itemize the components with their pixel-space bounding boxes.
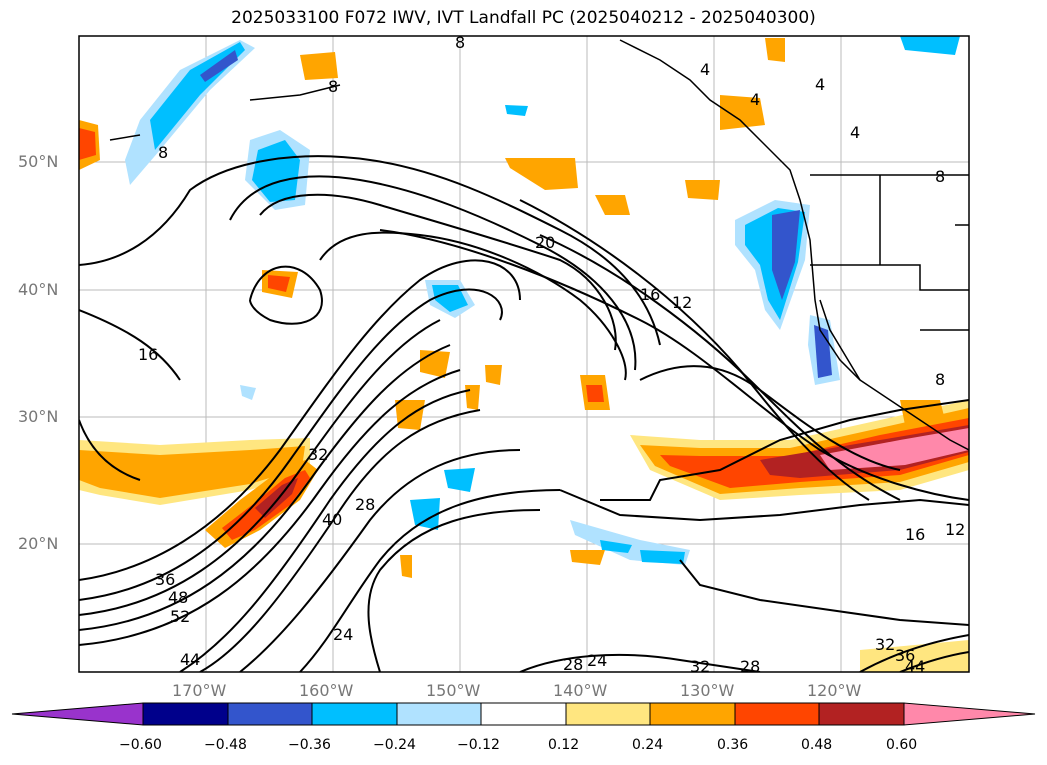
contour-label: 28 bbox=[740, 657, 760, 676]
colorbar-tick-label: 0.36 bbox=[717, 737, 749, 753]
colorbar-segment bbox=[565, 702, 651, 726]
colorbar-tick-label: −0.36 bbox=[288, 737, 331, 753]
lat-label: 30°N bbox=[18, 407, 59, 426]
coastlines bbox=[109, 39, 969, 451]
colorbar bbox=[11, 702, 1036, 726]
contour-label: 12 bbox=[672, 293, 692, 312]
colorbar-tick-label: −0.12 bbox=[457, 737, 500, 753]
contour-label: 32 bbox=[690, 657, 710, 676]
contour-label: 32 bbox=[308, 445, 328, 464]
colorbar-segment bbox=[818, 702, 905, 726]
contour-label: 20 bbox=[535, 233, 555, 252]
map-frame bbox=[78, 35, 970, 673]
lon-label: 120°W bbox=[807, 681, 862, 700]
contour-label: 12 bbox=[945, 520, 965, 539]
contour-label: 16 bbox=[640, 285, 660, 304]
contour-label: 4 bbox=[700, 60, 710, 79]
contour-label: 40 bbox=[322, 510, 342, 529]
colorbar-segment bbox=[227, 702, 313, 726]
map-title: 2025033100 F072 IWV, IVT Landfall PC (20… bbox=[231, 8, 816, 28]
colorbar-tick-label: −0.48 bbox=[204, 737, 247, 753]
contour-label: 8 bbox=[935, 370, 945, 389]
contour-label: 44 bbox=[180, 650, 200, 669]
contour-label: 52 bbox=[170, 607, 190, 626]
lon-label: 150°W bbox=[426, 681, 481, 700]
colorbar-segment bbox=[734, 702, 820, 726]
contour-label: 28 bbox=[355, 495, 375, 514]
lat-label: 50°N bbox=[18, 152, 59, 171]
lon-label: 130°W bbox=[680, 681, 735, 700]
contour-label: 36 bbox=[895, 646, 915, 665]
contour-label: 8 bbox=[935, 167, 945, 186]
contour-label: 32 bbox=[875, 635, 895, 654]
ivt-contours bbox=[79, 155, 969, 672]
contour-label: 8 bbox=[328, 77, 338, 96]
contour-label: 24 bbox=[333, 625, 353, 644]
contour-label: 28 bbox=[563, 655, 583, 674]
lat-label: 20°N bbox=[18, 534, 59, 553]
contour-label: 8 bbox=[455, 33, 465, 52]
lon-label: 160°W bbox=[299, 681, 354, 700]
lon-label: 140°W bbox=[553, 681, 608, 700]
contour-label: 44 bbox=[905, 657, 925, 676]
lon-label: 170°W bbox=[172, 681, 227, 700]
colorbar-max-extension bbox=[903, 702, 1036, 726]
contour-label: 16 bbox=[138, 345, 158, 364]
contour-label: 8 bbox=[158, 143, 168, 162]
colorbar-segment bbox=[396, 702, 482, 726]
lat-label: 40°N bbox=[18, 280, 59, 299]
colorbar-tick-label: −0.24 bbox=[373, 737, 416, 753]
colorbar-segment bbox=[649, 702, 736, 726]
colorbar-segment bbox=[480, 702, 567, 726]
contour-label: 4 bbox=[750, 90, 760, 109]
colorbar-segment bbox=[142, 702, 229, 726]
contour-label: 4 bbox=[815, 75, 825, 94]
contour-label: 16 bbox=[905, 525, 925, 544]
colorbar-tick-label: 0.48 bbox=[801, 737, 833, 753]
colorbar-segment bbox=[311, 702, 398, 726]
contour-labels: 8 8 8 4 4 4 4 8 20 16 12 16 32 40 28 36 … bbox=[138, 33, 965, 676]
colorbar-tick-label: −0.60 bbox=[119, 737, 162, 753]
gridlines bbox=[79, 36, 969, 672]
colorbar-tick-label: 0.12 bbox=[548, 737, 580, 753]
contour-label: 48 bbox=[168, 588, 188, 607]
contour-label: 24 bbox=[587, 651, 607, 670]
positive-anomaly-fills bbox=[79, 38, 969, 672]
negative-anomaly-fills bbox=[125, 36, 960, 565]
contour-label: 4 bbox=[850, 123, 860, 142]
colorbar-min-extension bbox=[11, 702, 144, 726]
contour-label: 36 bbox=[155, 570, 175, 589]
colorbar-tick-label: 0.24 bbox=[632, 737, 664, 753]
colorbar-tick-label: 0.60 bbox=[886, 737, 918, 753]
